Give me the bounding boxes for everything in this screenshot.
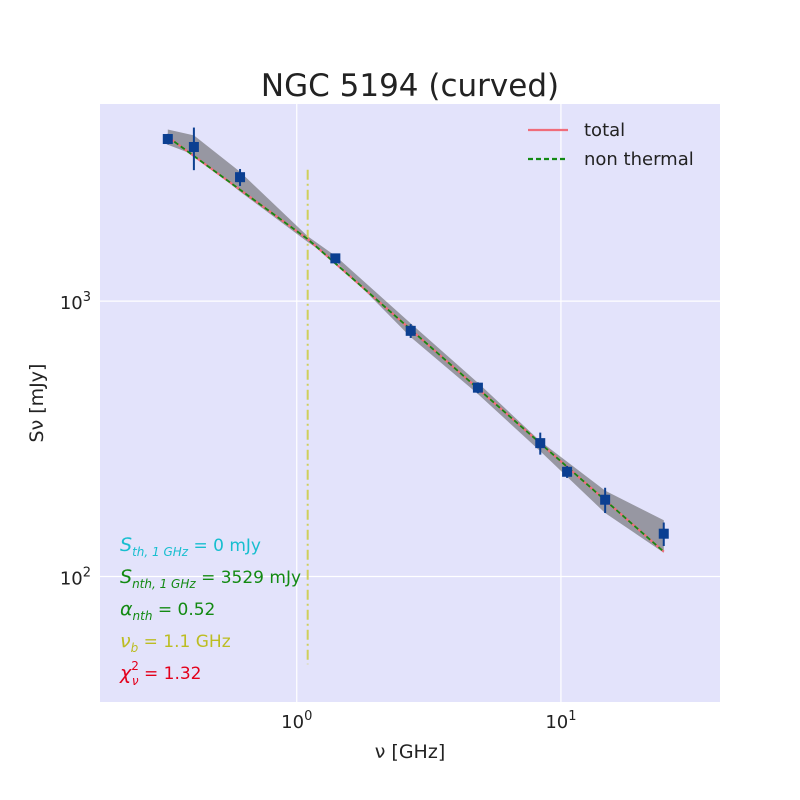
annotation-4: χ2 ν = 1.32 [119, 659, 202, 688]
y-axis-label: Sν [mJy] [26, 364, 48, 443]
annotation-1: Snth, 1 GHz = 3529 mJy [120, 566, 301, 591]
y-tick-label-0-exponent: 2 [83, 565, 91, 580]
chart-title: NGC 5194 (curved) [261, 68, 559, 104]
annotation-subscript-2: nth [133, 609, 153, 623]
y-tick-label-1-exponent: 3 [83, 290, 91, 305]
x-tick-label-1-exponent: 1 [568, 709, 576, 724]
annotation-symbol-2: α [120, 598, 133, 620]
annotation-symbol-3: ν [120, 630, 131, 652]
annotation-0: Sth, 1 GHz = 0 mJy [120, 534, 261, 559]
data-point-4 [405, 325, 416, 336]
data-point-3 [330, 253, 341, 264]
data-point-1 [188, 141, 199, 152]
annotation-symbol-1: S [120, 566, 132, 588]
annotation-subscript-0: th, 1 GHz [132, 545, 189, 559]
annotation-value-0: = 0 mJy [188, 536, 261, 556]
legend: total non thermal [528, 120, 694, 170]
y-tick-label-0: 102 [60, 565, 91, 589]
x-tick-label-0-exponent: 0 [304, 709, 312, 724]
x-axis-label: ν [GHz] [375, 741, 445, 763]
y-tick-label-1-base: 10 [60, 293, 83, 314]
annotation-symbol-0: S [120, 534, 132, 556]
data-point-0 [162, 134, 173, 145]
annotation-value-4: = 1.32 [139, 664, 202, 684]
annotation-subscript-1: nth, 1 GHz [132, 577, 196, 591]
y-tick-label-1: 103 [60, 290, 91, 314]
data-points [162, 127, 669, 547]
x-tick-label-1: 101 [545, 709, 576, 733]
annotation-subscript-4: ν [132, 674, 139, 688]
annotation-subscript-3: b [131, 641, 139, 655]
data-point-9 [658, 528, 669, 539]
legend-label-1: non thermal [584, 149, 694, 170]
annotation-symbol-4: χ [119, 662, 132, 684]
y-tick-label-0-base: 10 [60, 568, 83, 589]
annotation-3: νb = 1.1 GHz [120, 630, 231, 655]
annotation-value-3: = 1.1 GHz [138, 632, 230, 652]
x-tick-label-0: 100 [281, 709, 312, 733]
annotation-value-2: = 0.52 [152, 600, 215, 620]
data-point-7 [562, 466, 573, 477]
x-tick-label-0-base: 10 [281, 712, 304, 733]
data-point-2 [235, 172, 246, 183]
annotation-value-1: = 3529 mJy [196, 568, 301, 588]
annotation-2: αnth = 0.52 [120, 598, 215, 623]
x-axis-ticks: 100 101 [281, 709, 576, 733]
x-tick-label-1-base: 10 [545, 712, 568, 733]
data-point-8 [600, 494, 611, 505]
plot-area [100, 104, 720, 702]
legend-label-0: total [584, 120, 625, 141]
data-point-6 [535, 438, 546, 449]
grid [100, 104, 720, 702]
annotation-superscript-4: 2 [131, 659, 139, 673]
data-point-5 [472, 382, 483, 393]
